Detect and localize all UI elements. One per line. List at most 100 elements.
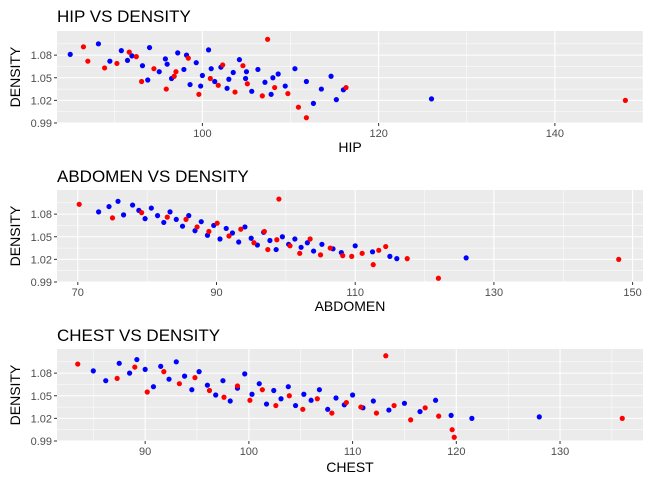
y-tick-label: 1.02: [31, 95, 52, 107]
data-point: [75, 361, 81, 367]
data-point: [333, 97, 339, 103]
data-point: [268, 91, 274, 97]
data-point: [205, 47, 212, 53]
data-point: [185, 55, 191, 61]
data-point: [619, 415, 625, 421]
data-point: [217, 236, 223, 242]
x-tick-labels: 100 120 140: [193, 123, 564, 140]
data-point: [221, 394, 227, 400]
data-point: [370, 262, 376, 268]
data-point: [328, 73, 334, 79]
data-point: [167, 209, 173, 215]
data-point: [343, 399, 349, 406]
data-point: [176, 381, 182, 387]
grid-lines: [57, 31, 644, 124]
chart-hip-vs-density: HIP VS DENSITY 0.99 1.02 1.05 1.08 100 120 14…: [7, 7, 644, 155]
chart-title: HIP VS DENSITY: [57, 7, 191, 26]
x-tick-label: 140: [546, 128, 564, 140]
data-point: [292, 402, 299, 409]
data-point: [173, 359, 179, 365]
data-point: [175, 50, 181, 56]
data-points: [75, 353, 625, 440]
data-point: [274, 237, 280, 243]
x-tick-label: 150: [623, 287, 641, 299]
y-tick-label: 1.05: [31, 391, 52, 403]
data-point: [90, 368, 96, 374]
data-point: [301, 391, 307, 397]
grid-lines: [57, 349, 643, 442]
data-point: [198, 219, 204, 225]
chart-chest-vs-density: CHEST VS DENSITY 0.99 1.02 1.05 1.08 90 100 1…: [7, 326, 643, 475]
x-tick-label: 120: [369, 128, 387, 140]
data-point: [224, 85, 230, 91]
data-point: [255, 66, 261, 73]
data-point: [212, 78, 218, 85]
data-point: [192, 375, 198, 381]
data-point: [417, 408, 423, 415]
y-tick-labels: 0.99 1.02 1.05 1.08: [31, 50, 57, 130]
data-point: [196, 369, 202, 375]
data-point: [171, 73, 177, 79]
data-point: [144, 389, 150, 395]
data-point: [106, 203, 112, 210]
data-point: [109, 215, 116, 221]
y-tick-label: 0.99: [31, 118, 52, 130]
data-points: [76, 196, 622, 281]
data-point: [243, 69, 250, 75]
data-point: [146, 44, 153, 51]
data-point: [242, 224, 248, 230]
data-point: [173, 69, 179, 75]
chart-title: ABDOMEN VS DENSITY: [57, 167, 249, 186]
data-point: [300, 406, 306, 412]
data-point: [232, 89, 238, 95]
y-axis-title: DENSITY: [7, 364, 23, 425]
data-point: [272, 84, 278, 91]
x-tick-label: 90: [139, 446, 151, 458]
data-point: [242, 371, 248, 377]
data-point: [369, 249, 376, 255]
data-point: [230, 69, 236, 76]
data-point: [449, 427, 455, 433]
data-point: [234, 383, 241, 389]
data-point: [85, 58, 91, 64]
y-tick-label: 1.05: [31, 232, 52, 244]
data-point: [103, 378, 109, 384]
data-point: [279, 234, 285, 240]
data-point: [295, 104, 302, 110]
data-point: [161, 219, 167, 226]
x-axis-title: CHEST: [326, 459, 374, 475]
data-point: [199, 72, 205, 79]
data-point: [189, 387, 195, 393]
data-point: [132, 364, 138, 370]
data-point: [242, 75, 249, 82]
data-point: [142, 216, 148, 222]
data-point: [179, 223, 186, 229]
x-tick-label: 70: [72, 287, 84, 299]
y-tick-labels: 0.99 1.02 1.05 1.08: [31, 209, 57, 289]
data-point: [80, 44, 87, 50]
data-point: [244, 81, 250, 87]
chart-title: CHEST VS DENSITY: [57, 326, 220, 345]
data-point: [265, 246, 271, 253]
data-point: [240, 63, 246, 69]
data-point: [616, 256, 622, 262]
data-point: [278, 396, 284, 402]
data-point: [226, 76, 232, 82]
data-point: [249, 391, 255, 397]
data-point: [196, 91, 202, 97]
data-point: [307, 236, 313, 242]
data-point: [292, 66, 298, 72]
data-point: [120, 212, 127, 218]
data-point: [156, 69, 162, 75]
data-point: [236, 57, 243, 63]
x-tick-label: 100: [240, 446, 258, 458]
x-tick-label: 120: [447, 446, 465, 458]
data-point: [226, 233, 232, 239]
data-point: [292, 236, 298, 242]
data-point: [370, 398, 376, 404]
data-point: [101, 65, 108, 71]
data-point: [349, 253, 355, 259]
data-point: [448, 412, 454, 418]
data-point: [127, 370, 133, 376]
